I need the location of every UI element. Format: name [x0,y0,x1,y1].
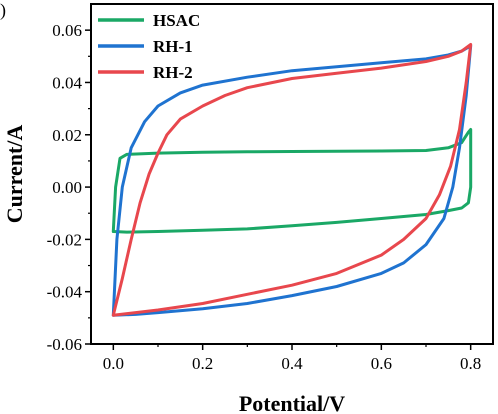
y-tick-label: 0.04 [52,73,82,92]
x-tick-label: 0.8 [460,354,481,373]
legend-label-rh-2: RH-2 [153,63,193,82]
y-tick-label: 0.02 [52,126,82,145]
x-axis-ticks: 0.0 0.2 0.4 0.6 0.8 [103,344,481,373]
x-axis-title: Potential/V [239,391,345,414]
plot-frame [90,3,494,345]
y-axis-ticks: -0.06 -0.04 -0.02 0.00 0.02 0.04 0.06 [47,21,91,354]
x-tick-label: 0.4 [281,354,303,373]
plot-lines [111,43,473,317]
y-tick-label: 0.00 [52,178,82,197]
x-tick-label: 0.2 [192,354,213,373]
series-line-rh-1 [111,44,473,317]
series-line-rh-2 [111,43,473,317]
y-tick-label: -0.04 [47,283,83,302]
x-tick-label: 0.0 [103,354,124,373]
y-tick-label: -0.02 [47,230,82,249]
series-line-hsac [111,128,473,234]
legend-label-hsac: HSAC [153,11,200,30]
y-axis-title: Current/A [2,125,27,224]
y-tick-label: -0.06 [47,335,82,354]
panel-label: ) [0,0,6,21]
y-tick-label: 0.06 [52,21,82,40]
x-tick-label: 0.6 [371,354,392,373]
legend-label-rh-1: RH-1 [153,37,193,56]
legend: HSAC RH-1 RH-2 [98,11,200,82]
